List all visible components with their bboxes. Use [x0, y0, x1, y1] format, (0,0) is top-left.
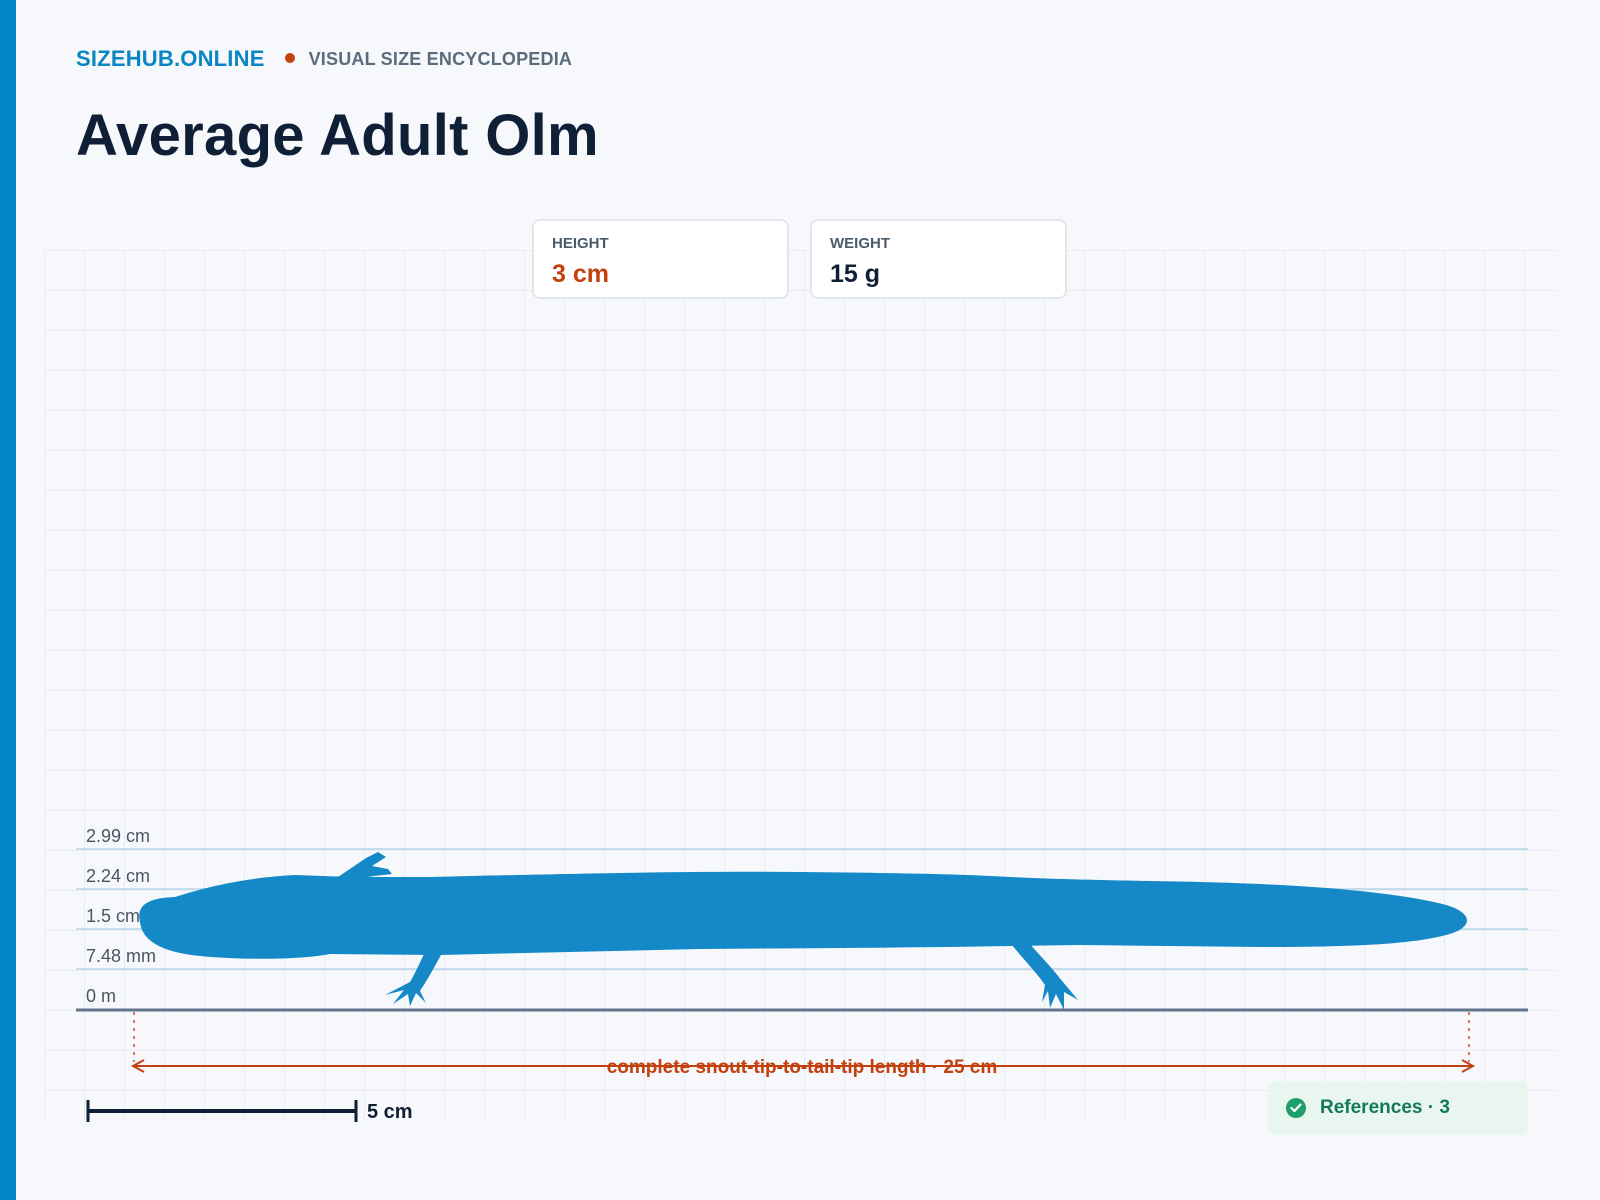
page-title: Average Adult Olm	[76, 103, 599, 168]
check-circle-icon	[1286, 1098, 1306, 1118]
references-badge[interactable]: References · 3	[1268, 1081, 1528, 1135]
background-grid	[44, 250, 1556, 1120]
accent-bar	[0, 0, 16, 1200]
dimension-label: complete snout-tip-to-tail-tip length · …	[607, 1057, 998, 1078]
weight-value: 15 g	[830, 260, 881, 288]
tick-label: 1.5 cm	[86, 906, 140, 926]
weight-label: WEIGHT	[830, 235, 890, 252]
tagline: VISUAL SIZE ENCYCLOPEDIA	[308, 48, 573, 69]
length-dimension: complete snout-tip-to-tail-tip length · …	[130, 1012, 1476, 1078]
brand-link[interactable]: SIZEHUB.ONLINE	[76, 46, 265, 71]
scale-bar: 5 cm	[86, 1100, 413, 1123]
tick-label: 0 m	[86, 986, 116, 1006]
arrow-left-icon	[130, 1059, 145, 1073]
tick-label: 2.99 cm	[86, 826, 150, 846]
separator-dot-icon	[284, 53, 295, 63]
olm-gills	[338, 852, 392, 880]
height-label: HEIGHT	[552, 235, 609, 252]
tick-label: 2.24 cm	[86, 866, 150, 886]
height-axis: 2.99 cm 2.24 cm 1.5 cm 7.48 mm 0 m	[86, 826, 156, 1006]
olm-body	[139, 871, 1467, 959]
olm-silhouette	[139, 852, 1467, 1010]
tick-label: 7.48 mm	[86, 946, 156, 966]
arrow-right-icon	[1461, 1059, 1476, 1073]
weight-stat-card: WEIGHT 15 g	[810, 219, 1067, 299]
height-value: 3 cm	[552, 260, 609, 288]
olm-front-leg	[385, 952, 442, 1006]
olm-hind-leg	[1012, 944, 1078, 1010]
scale-bar-label: 5 cm	[367, 1101, 413, 1123]
references-label: References · 3	[1320, 1097, 1450, 1118]
site-header: SIZEHUB.ONLINE VISUAL SIZE ENCYCLOPEDIA	[76, 46, 572, 72]
height-stat-card: HEIGHT 3 cm	[532, 219, 789, 299]
